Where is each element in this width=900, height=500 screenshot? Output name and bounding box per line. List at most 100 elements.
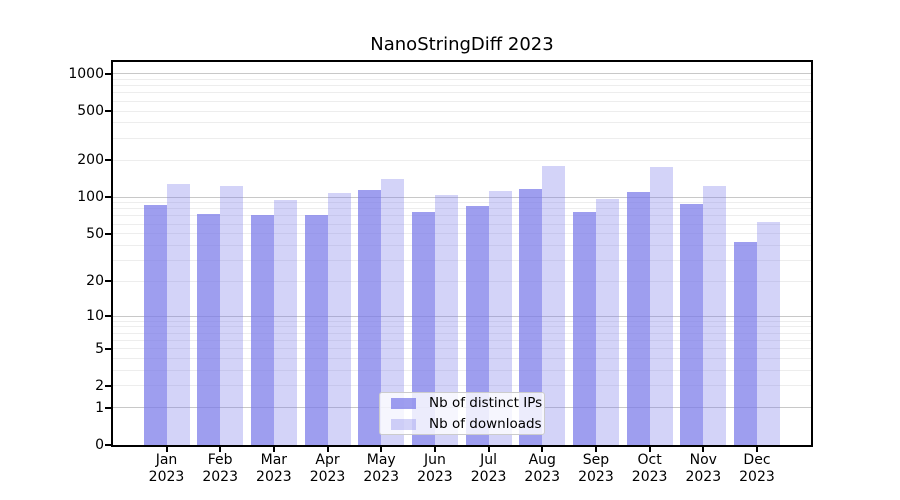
legend: Nb of distinct IPs Nb of downloads xyxy=(379,392,545,435)
y-gridline-minor xyxy=(113,202,811,204)
y-gridline-minor xyxy=(113,79,811,80)
x-tick-mark xyxy=(433,447,436,452)
y-tick-mark xyxy=(105,196,111,199)
y-tick-mark xyxy=(105,406,111,409)
bar-downloads-oct xyxy=(650,166,673,445)
x-tick-mark xyxy=(380,447,383,452)
bar-downloads-dec xyxy=(757,222,780,445)
y-tick-mark xyxy=(105,315,111,318)
y-tick-mark xyxy=(105,280,111,283)
x-tick-mark xyxy=(272,447,275,452)
bar-downloads-jun xyxy=(435,194,458,445)
x-tick-label-may: May 2023 xyxy=(363,452,400,485)
bar-distinct-ips-jul xyxy=(466,205,489,445)
y-tick-label-5: 5 xyxy=(95,340,104,357)
x-tick-label-jan: Jan 2023 xyxy=(148,452,185,485)
y-tick-label-200: 200 xyxy=(77,152,104,169)
y-gridline-minor xyxy=(113,339,811,341)
x-tick-mark xyxy=(648,447,651,452)
x-tick-label-oct: Oct 2023 xyxy=(631,452,668,485)
y-tick-label-1000: 1000 xyxy=(68,65,104,82)
bar-distinct-ips-mar xyxy=(251,214,274,445)
x-tick-label-mar: Mar 2023 xyxy=(256,452,292,485)
y-gridline-minor xyxy=(113,244,811,246)
y-gridline-minor xyxy=(113,385,811,387)
y-tick-mark xyxy=(105,384,111,387)
y-gridline-minor xyxy=(113,110,811,112)
bar-downloads-jan xyxy=(167,183,190,445)
x-tick-mark xyxy=(755,447,758,452)
y-gridline-minor xyxy=(113,332,811,334)
y-tick-label-2: 2 xyxy=(95,377,104,394)
bar-distinct-ips-nov xyxy=(680,203,703,445)
bar-downloads-jul xyxy=(489,191,512,445)
y-gridline-minor xyxy=(113,215,811,217)
bar-distinct-ips-jun xyxy=(412,211,435,445)
y-tick-mark xyxy=(105,72,111,75)
y-gridline-minor xyxy=(113,122,811,124)
y-tick-mark xyxy=(105,347,111,350)
bar-downloads-sep xyxy=(596,199,619,445)
x-tick-label-aug: Aug 2023 xyxy=(524,452,561,485)
x-tick-mark xyxy=(165,447,168,452)
y-gridline-major xyxy=(113,315,811,317)
bar-distinct-ips-sep xyxy=(573,211,596,445)
y-gridline-minor xyxy=(113,260,811,262)
y-tick-label-0: 0 xyxy=(95,437,104,453)
bar-distinct-ips-jan xyxy=(144,205,167,445)
legend-swatch-downloads-icon xyxy=(391,418,416,430)
y-gridline-minor xyxy=(113,159,811,161)
x-tick-label-jun: Jun 2023 xyxy=(417,452,453,485)
x-tick-label-jul: Jul 2023 xyxy=(470,452,507,485)
x-tick-mark xyxy=(702,447,705,452)
legend-swatch-distinct-ips-icon xyxy=(391,397,416,409)
x-tick-label-nov: Nov 2023 xyxy=(685,452,722,485)
y-gridline-minor xyxy=(113,280,811,282)
bar-distinct-ips-apr xyxy=(305,214,328,445)
bar-downloads-aug xyxy=(542,166,565,445)
bar-distinct-ips-dec xyxy=(734,241,757,445)
y-gridline-minor xyxy=(113,233,811,235)
y-gridline-minor xyxy=(113,326,811,328)
y-gridline-major xyxy=(113,196,811,198)
bar-downloads-nov xyxy=(703,186,726,445)
bar-downloads-mar xyxy=(274,199,297,445)
y-tick-mark xyxy=(105,232,111,235)
bar-distinct-ips-oct xyxy=(627,192,650,445)
bar-distinct-ips-may xyxy=(358,190,381,445)
y-gridline-major xyxy=(113,73,811,75)
y-tick-label-20: 20 xyxy=(86,273,104,290)
y-tick-mark xyxy=(105,159,111,162)
y-gridline-minor xyxy=(113,370,811,372)
x-tick-label-apr: Apr 2023 xyxy=(309,452,346,485)
y-gridline-minor xyxy=(113,320,811,322)
x-tick-mark xyxy=(541,447,544,452)
legend-entry-downloads: Nb of downloads xyxy=(391,416,544,432)
y-gridline-minor xyxy=(113,358,811,360)
bar-downloads-may xyxy=(381,178,404,445)
bar-distinct-ips-aug xyxy=(519,189,542,445)
plot-area: Nb of distinct IPs Nb of downloads xyxy=(111,60,813,447)
y-tick-label-100: 100 xyxy=(77,189,104,206)
x-tick-mark xyxy=(487,447,490,452)
legend-label-downloads: Nb of downloads xyxy=(429,416,542,432)
y-tick-label-10: 10 xyxy=(86,308,104,325)
y-gridline-minor xyxy=(113,223,811,225)
legend-label-distinct-ips: Nb of distinct IPs xyxy=(429,395,543,411)
legend-entry-distinct-ips: Nb of distinct IPs xyxy=(391,395,544,411)
bar-downloads-feb xyxy=(220,186,243,445)
x-tick-mark xyxy=(219,447,222,452)
x-tick-mark xyxy=(326,447,329,452)
y-tick-mark xyxy=(105,110,111,113)
y-tick-mark xyxy=(105,444,111,446)
y-tick-label-50: 50 xyxy=(86,225,104,242)
bar-downloads-apr xyxy=(328,192,351,445)
chart-title: NanoStringDiff 2023 xyxy=(370,34,554,55)
x-tick-label-sep: Sep 2023 xyxy=(578,452,614,485)
y-gridline-minor xyxy=(113,85,811,87)
y-tick-label-500: 500 xyxy=(77,103,104,120)
y-tick-label-1: 1 xyxy=(95,399,104,416)
y-gridline-minor xyxy=(113,208,811,210)
y-gridline-minor xyxy=(113,100,811,102)
